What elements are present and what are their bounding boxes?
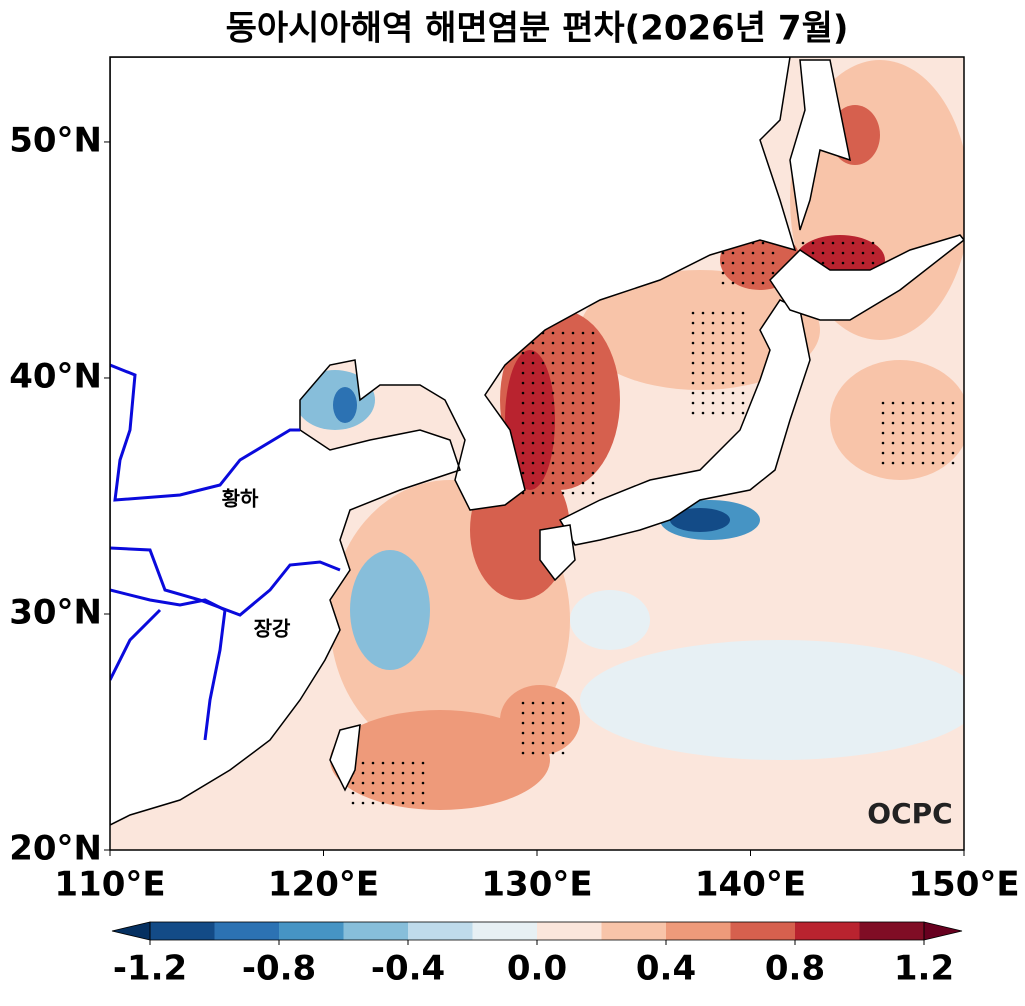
x-tick-label: 140°E xyxy=(695,865,806,905)
x-tick-label: 150°E xyxy=(908,865,1019,905)
colorbar-over xyxy=(923,921,963,941)
y-tick-label: 40°N xyxy=(9,356,102,396)
colorbar-tick-label: 1.2 xyxy=(894,949,954,989)
x-tick-label: 110°E xyxy=(54,865,165,905)
colorbar-bin xyxy=(666,922,731,940)
colorbar-bin xyxy=(795,922,860,940)
map-area: 황하 장강 OCPC xyxy=(110,57,964,850)
colorbar-tick-label: -1.2 xyxy=(113,949,187,989)
river-label: 장강 xyxy=(254,617,291,641)
x-tick-label: 120°E xyxy=(268,865,379,905)
colorbar-bin xyxy=(279,922,344,940)
colorbar-bin xyxy=(730,922,795,940)
colorbar-bin xyxy=(472,922,537,940)
coastline xyxy=(110,57,964,826)
colorbar-under xyxy=(111,921,151,941)
colorbar-tick-label: 0.8 xyxy=(765,949,825,989)
y-tick-label: 50°N xyxy=(9,120,102,160)
colorbar-tick-label: -0.4 xyxy=(371,949,445,989)
colorbar-bin xyxy=(537,922,602,940)
colorbar-bin xyxy=(214,922,279,940)
map-title: 동아시아해역 해면염분 편차(2026년 7월) xyxy=(226,9,849,49)
colorbar-bin xyxy=(859,922,924,940)
colorbar-bin xyxy=(601,922,666,940)
y-tick-label: 20°N xyxy=(9,829,102,869)
colorbar-tick-label: 0.0 xyxy=(507,949,567,989)
logo: OCPC xyxy=(867,797,952,830)
x-tick-label: 130°E xyxy=(481,865,592,905)
river-label: 황하 xyxy=(222,487,259,511)
colorbar-tick-label: 0.4 xyxy=(636,949,696,989)
rivers xyxy=(110,363,341,741)
colorbar-bin xyxy=(343,922,408,940)
colorbar-tick-label: -0.8 xyxy=(242,949,316,989)
y-tick-label: 30°N xyxy=(9,592,102,632)
colorbar-bin xyxy=(408,922,473,940)
colorbar-bin xyxy=(150,922,215,940)
